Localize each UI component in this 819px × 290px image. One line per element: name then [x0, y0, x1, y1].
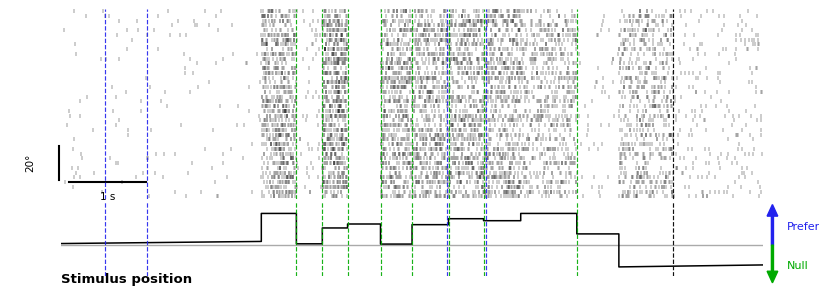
Text: Null: Null	[786, 261, 808, 271]
Text: Stimulus position: Stimulus position	[61, 273, 192, 286]
Text: 20°: 20°	[25, 154, 35, 172]
Text: Preferred: Preferred	[786, 222, 819, 232]
Text: 1 s: 1 s	[100, 191, 115, 202]
